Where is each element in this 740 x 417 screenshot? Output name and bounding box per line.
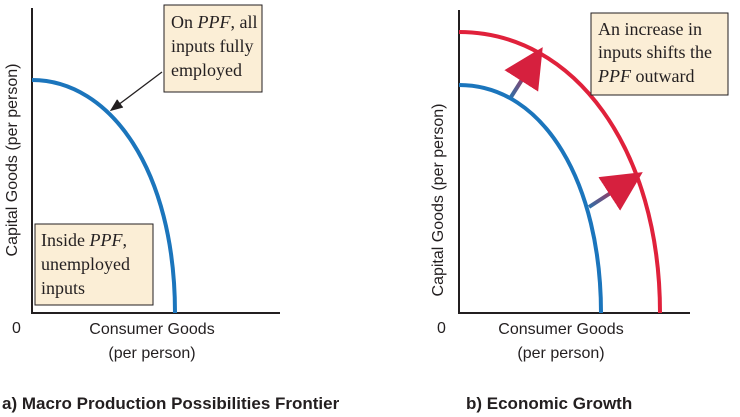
panel-a-ppf-curve xyxy=(31,78,177,314)
panel-b-note-shift: An increase in inputs shifts the PPF out… xyxy=(590,12,729,96)
panel-b-shift-arrow-upper xyxy=(504,47,543,99)
panel-b-axes xyxy=(458,10,690,314)
panel-b-origin-label: 0 xyxy=(437,320,446,337)
panel-b-inner-ppf-curve xyxy=(458,83,603,314)
note-shift-line1: An increase in xyxy=(598,19,702,39)
note-inside-ppf-line1-pre: Inside xyxy=(41,230,90,250)
panel-a-x-axis-label-line2: (per person) xyxy=(108,345,195,362)
panel-a-x-axis-label-line1: Consumer Goods xyxy=(89,321,214,338)
panel-a-axes xyxy=(31,8,280,314)
panel-b-y-axis-label: Capital Goods (per person) xyxy=(430,104,447,297)
note-on-ppf-line1-italic: PPF xyxy=(197,12,232,32)
panel-b-caption: b) Economic Growth xyxy=(466,394,632,413)
panel-a: Capital Goods (per person) 0 Consumer Go… xyxy=(2,4,340,413)
note-inside-ppf-line1-post: , xyxy=(123,230,128,250)
panel-a-note-inside-ppf: Inside PPF, unemployed inputs xyxy=(34,223,154,306)
panel-b: Capital Goods (per person) 0 Consumer Go… xyxy=(430,10,729,413)
panel-b-x-axis-label-line1: Consumer Goods xyxy=(498,321,623,338)
note-inside-ppf-line3: inputs xyxy=(41,278,85,298)
note-shift-line3-post: outward xyxy=(631,66,694,86)
note-inside-ppf-line2: unemployed xyxy=(41,254,130,274)
panel-a-origin-label: 0 xyxy=(12,320,21,337)
panel-b-shift-arrow-lower xyxy=(587,172,643,211)
panel-a-caption: a) Macro Production Possibilities Fronti… xyxy=(2,394,340,413)
note-shift-line3-italic: PPF xyxy=(597,66,632,86)
note-on-ppf-line1-pre: On xyxy=(171,12,198,32)
panel-b-x-axis-label-line2: (per person) xyxy=(517,345,604,362)
panel-a-y-axis-label: Capital Goods (per person) xyxy=(4,64,21,257)
svg-text:PPF outward: PPF outward xyxy=(597,66,694,86)
note-inside-ppf-line1-italic: PPF xyxy=(89,230,124,250)
svg-text:On PPF, all: On PPF, all xyxy=(171,12,258,32)
svg-text:Inside PPF,: Inside PPF, xyxy=(41,230,127,250)
panel-a-pointer-arrow xyxy=(109,71,163,112)
note-on-ppf-line3: employed xyxy=(171,60,242,80)
note-shift-line2: inputs shifts the xyxy=(598,42,712,62)
panel-a-note-on-ppf: On PPF, all inputs fully employed xyxy=(163,4,263,93)
panel-b-outer-ppf-curve xyxy=(458,30,662,314)
note-on-ppf-line1-post: , all xyxy=(231,12,258,32)
note-on-ppf-line2: inputs fully xyxy=(171,36,254,56)
